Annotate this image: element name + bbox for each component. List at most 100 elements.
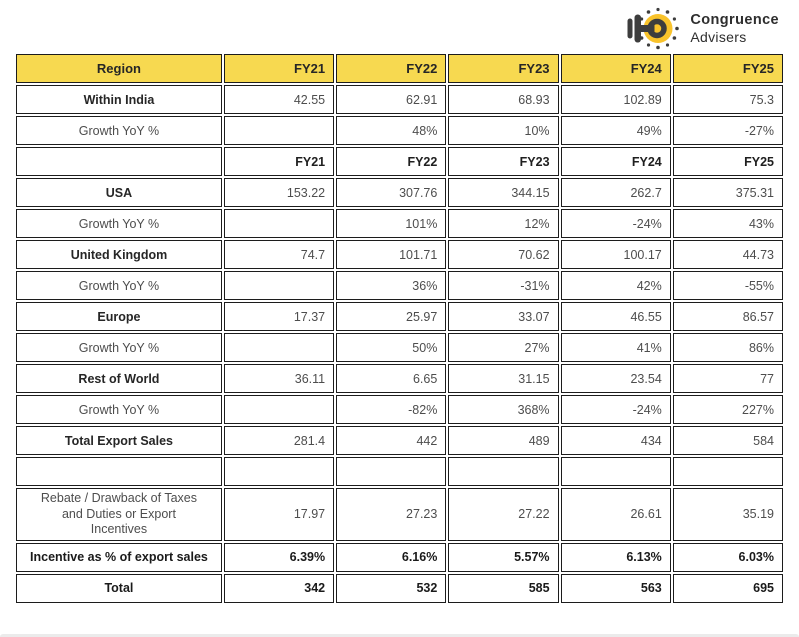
row-label: United Kingdom [16, 240, 222, 269]
cell-value: 12% [448, 209, 559, 238]
column-header: Region [16, 54, 222, 83]
cell-value [223, 209, 335, 238]
cell-value [560, 457, 671, 486]
cell-value: -24% [560, 395, 671, 424]
table-header: Region FY21 FY22 FY23 FY24 FY25 [16, 54, 783, 83]
cell-value [223, 333, 335, 362]
row-label: Rebate / Drawback of Taxes and Duties or… [16, 488, 222, 541]
lightbulb-key-icon [627, 7, 680, 50]
header-row: Region FY21 FY22 FY23 FY24 FY25 [16, 54, 783, 83]
cell-value: 368% [448, 395, 559, 424]
column-header: FY24 [560, 54, 671, 83]
cell-value: 153.22 [223, 178, 335, 207]
row-label: Europe [16, 302, 222, 331]
table-row: United Kingdom 74.7 101.71 70.62 100.17 44.73 [16, 240, 783, 269]
cell-value: 36% [336, 271, 447, 300]
cell-value: 46.55 [560, 302, 671, 331]
table-row: Total Export Sales 281.4 442 489 434 584 [16, 426, 783, 455]
cell-value: FY25 [672, 147, 783, 176]
cell-value [223, 116, 335, 145]
row-label [16, 147, 222, 176]
row-label: Total Export Sales [16, 426, 222, 455]
column-header: FY23 [448, 54, 559, 83]
cell-value: 77 [672, 364, 783, 393]
table-row: Growth YoY % -82% 368% -24% 227% [16, 395, 783, 424]
cell-value: -55% [672, 271, 783, 300]
cell-value: -27% [672, 116, 783, 145]
table-row: Growth YoY % 48% 10% 49% -27% [16, 116, 783, 145]
cell-value: 27.23 [336, 488, 447, 541]
page-bottom-divider [0, 634, 799, 637]
table-row: Europe 17.37 25.97 33.07 46.55 86.57 [16, 302, 783, 331]
export-sales-table: Region FY21 FY22 FY23 FY24 FY25 Within India 4… [14, 52, 785, 605]
table-row: Within India 42.55 62.91 68.93 102.89 75.3 [16, 85, 783, 114]
cell-value: -82% [336, 395, 447, 424]
row-label [16, 457, 222, 486]
cell-value: 27% [448, 333, 559, 362]
column-header: FY21 [223, 54, 335, 83]
cell-value: 36.11 [223, 364, 335, 393]
cell-value: 262.7 [560, 178, 671, 207]
cell-value [448, 457, 559, 486]
cell-value: 41% [560, 333, 671, 362]
cell-value: 86.57 [672, 302, 783, 331]
cell-value: 17.37 [223, 302, 335, 331]
cell-value: 100.17 [560, 240, 671, 269]
row-label: USA [16, 178, 222, 207]
cell-value: 563 [560, 573, 671, 603]
cell-value: FY24 [560, 147, 671, 176]
cell-value: 44.73 [672, 240, 783, 269]
row-label: Growth YoY % [16, 271, 222, 300]
cell-value: 6.16% [336, 542, 447, 572]
cell-value: 307.76 [336, 178, 447, 207]
table-body: Within India 42.55 62.91 68.93 102.89 75.3 Gro… [16, 85, 783, 603]
cell-value: 23.54 [560, 364, 671, 393]
cell-value: 17.97 [223, 488, 335, 541]
cell-value: 75.3 [672, 85, 783, 114]
cell-value: 50% [336, 333, 447, 362]
cell-value: 227% [672, 395, 783, 424]
cell-value: 33.07 [448, 302, 559, 331]
cell-value: 86% [672, 333, 783, 362]
cell-value: 49% [560, 116, 671, 145]
logo-text: Congruence Advisers [690, 11, 779, 47]
column-header: FY25 [672, 54, 783, 83]
cell-value: 62.91 [336, 85, 447, 114]
column-header: FY22 [336, 54, 447, 83]
cell-value [672, 457, 783, 486]
cell-value: 25.97 [336, 302, 447, 331]
table-row: FY21 FY22 FY23 FY24 FY25 [16, 147, 783, 176]
cell-value [223, 457, 335, 486]
cell-value: 74.7 [223, 240, 335, 269]
cell-value: 6.03% [672, 542, 783, 572]
table-row: USA 153.22 307.76 344.15 262.7 375.31 [16, 178, 783, 207]
cell-value: 43% [672, 209, 783, 238]
row-label: Growth YoY % [16, 209, 222, 238]
logo-line1: Congruence [690, 11, 779, 28]
cell-value: 532 [336, 573, 447, 603]
cell-value [336, 457, 447, 486]
congruence-advisers-logo: Congruence Advisers [627, 5, 779, 52]
table-row: Growth YoY % 101% 12% -24% 43% [16, 209, 783, 238]
cell-value: -31% [448, 271, 559, 300]
cell-value: 101% [336, 209, 447, 238]
cell-value: 42% [560, 271, 671, 300]
cell-value: 101.71 [336, 240, 447, 269]
table-row [16, 457, 783, 486]
cell-value: 375.31 [672, 178, 783, 207]
table-row: Growth YoY % 50% 27% 41% 86% [16, 333, 783, 362]
cell-value: 6.65 [336, 364, 447, 393]
cell-value: -24% [560, 209, 671, 238]
row-label: Growth YoY % [16, 395, 222, 424]
cell-value: 102.89 [560, 85, 671, 114]
table-row: Incentive as % of export sales 6.39% 6.16%… [16, 542, 783, 572]
cell-value: 6.39% [223, 542, 335, 572]
cell-value [223, 271, 335, 300]
table-row: Total 342 532 585 563 695 [16, 573, 783, 603]
cell-value: 434 [560, 426, 671, 455]
row-label: Growth YoY % [16, 116, 222, 145]
row-label: Rest of World [16, 364, 222, 393]
cell-value: FY23 [448, 147, 559, 176]
cell-value: 5.57% [448, 542, 559, 572]
cell-value: FY21 [223, 147, 335, 176]
